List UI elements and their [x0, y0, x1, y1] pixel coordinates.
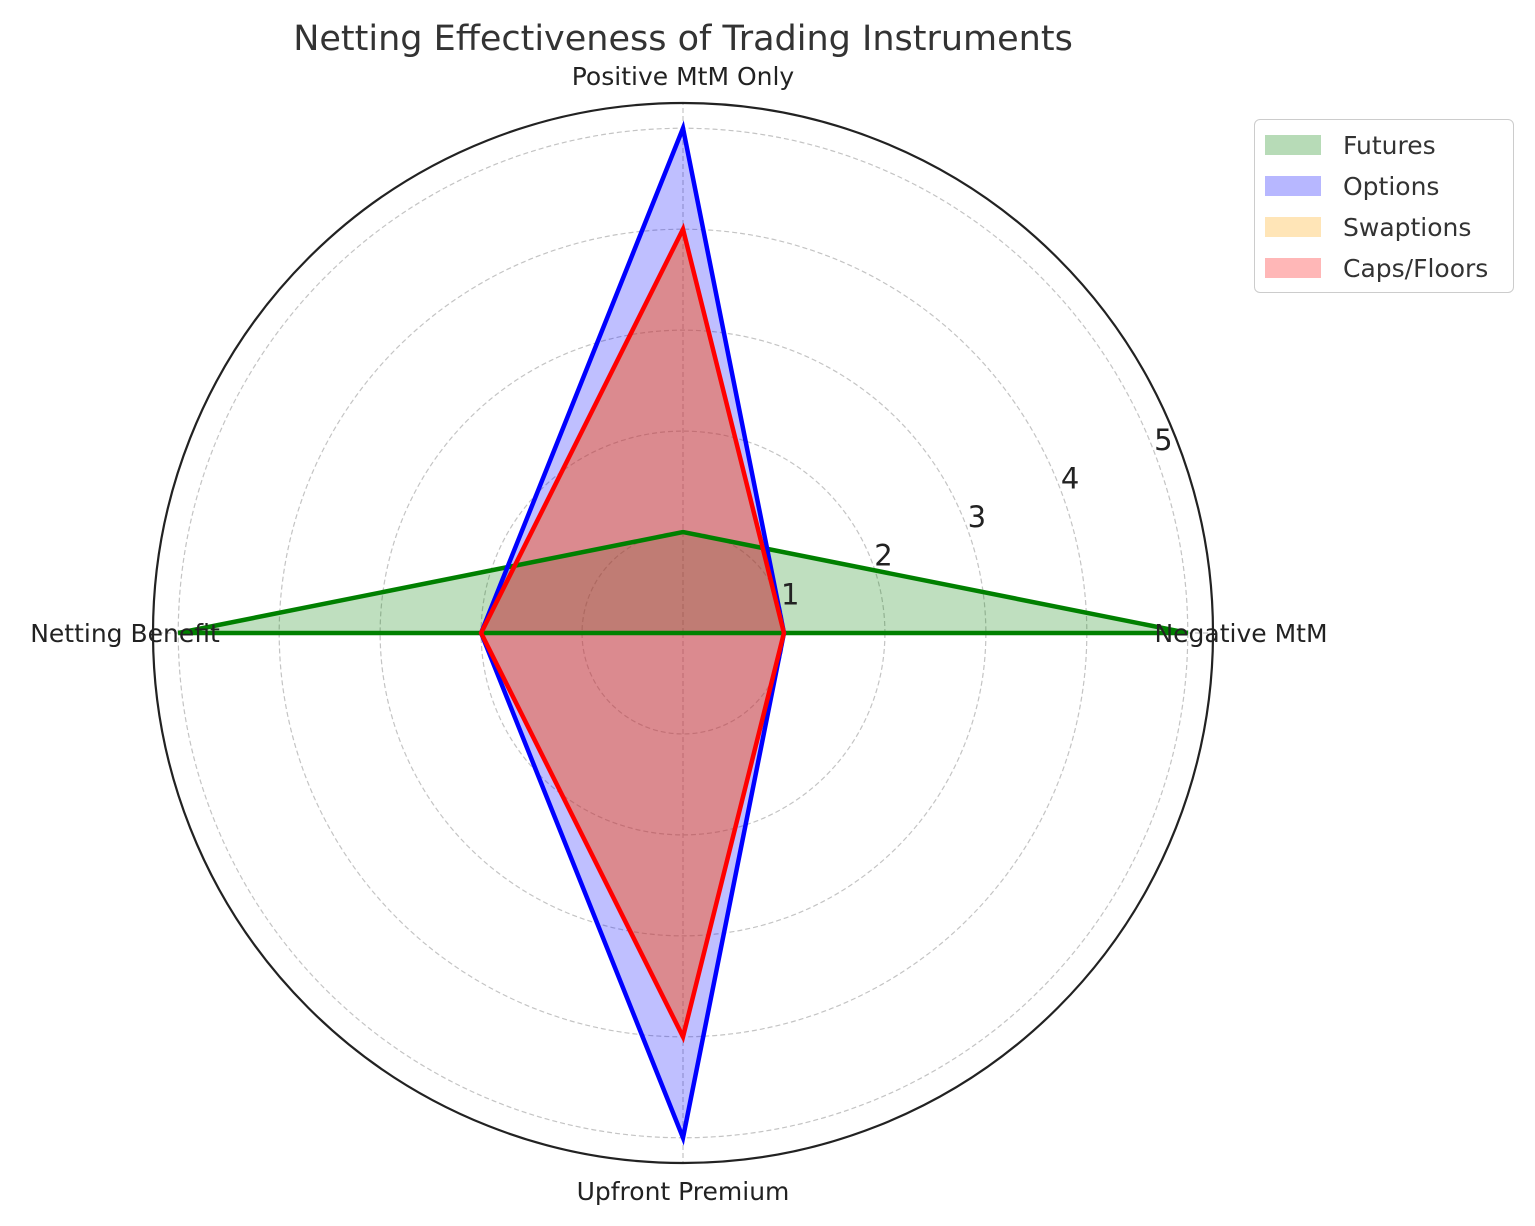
legend-item: Options [1265, 171, 1439, 201]
legend-swatch [1265, 135, 1321, 155]
series-line-futures [177, 529, 1189, 636]
axis-label: Upfront Premium [577, 1177, 790, 1206]
legend-label: Futures [1343, 130, 1436, 160]
radial-tick-label: 4 [1061, 461, 1079, 495]
chart-title: Netting Effectiveness of Trading Instrum… [293, 19, 1073, 59]
axis-label: Positive MtM Only [572, 62, 795, 91]
radial-tick-label: 5 [1154, 423, 1172, 457]
legend-item: Swaptions [1265, 212, 1471, 242]
axis-labels: Negative MtM Positive MtM Only Netting Ben… [30, 62, 1327, 1206]
series-lines [177, 120, 1189, 1146]
legend-label: Options [1343, 171, 1440, 201]
radial-tick-label: 3 [968, 500, 986, 534]
legend-swatch [1265, 258, 1321, 278]
legend-swatch [1265, 176, 1321, 196]
legend-label: Caps/Floors [1343, 253, 1489, 283]
radial-tick-label: 1 [781, 577, 799, 611]
series-line-caps-floors [478, 222, 787, 1044]
radial-tick-label: 2 [874, 539, 892, 573]
axis-label: Negative MtM [1154, 619, 1327, 648]
series-fill-futures [178, 532, 1188, 633]
outer-frame [151, 101, 1215, 1165]
legend-item: Futures [1265, 130, 1436, 160]
legend-item: Caps/Floors [1265, 253, 1488, 283]
legend: Futures Options Swaptions Caps/Floors [1254, 119, 1514, 293]
radial-tick-labels: 1 2 3 4 5 [781, 423, 1173, 612]
legend-swatch [1265, 217, 1321, 237]
axis-label: Netting Benefit [30, 619, 220, 648]
legend-label: Swaptions [1343, 212, 1472, 242]
